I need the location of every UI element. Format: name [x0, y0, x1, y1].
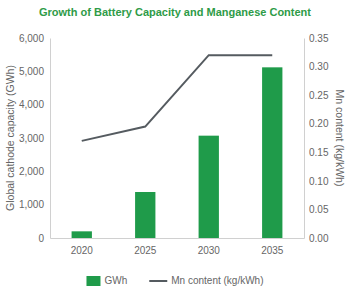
tick-label: 0.30: [309, 61, 329, 72]
tick: 5,000: [19, 66, 50, 77]
legend: GWh Mn content (kg/kWh): [86, 275, 263, 286]
tick-label: 2025: [134, 245, 157, 256]
tick: 0.30: [304, 61, 329, 72]
tick-label: 0.05: [309, 204, 329, 215]
title: Growth of Battery Capacity and Manganese…: [39, 6, 311, 18]
tick-label: 0.00: [309, 233, 329, 244]
tick-label: 5,000: [19, 66, 44, 77]
tick-label: 0.25: [309, 90, 329, 101]
tick: 3,000: [19, 133, 50, 144]
bar-series: [72, 67, 283, 238]
tick-label: 2020: [71, 245, 94, 256]
chart: Growth of Battery Capacity and Manganese…: [0, 0, 350, 300]
tick-label: 0.10: [309, 176, 329, 187]
line: [82, 55, 273, 141]
tick: 0.10: [304, 176, 329, 187]
tick: 0.20: [304, 118, 329, 129]
bar: [199, 136, 219, 238]
bar: [72, 231, 92, 238]
tick-label: 1,000: [19, 199, 44, 210]
tick-label: 2030: [198, 245, 221, 256]
axis-line: [50, 39, 51, 239]
y2-axis-title: Mn content (kg/kWh): [334, 90, 346, 187]
tick: 2020: [71, 238, 94, 256]
tick-label: 3,000: [19, 133, 44, 144]
legend-swatch: [86, 276, 100, 286]
legend-label: Mn content (kg/kWh): [171, 275, 263, 286]
tick: 2025: [134, 238, 157, 256]
tick: 0.05: [304, 204, 329, 215]
bar: [135, 192, 155, 238]
tick: 0.35: [304, 33, 329, 44]
tick-label: 0: [38, 233, 44, 244]
tick-label: 0.35: [309, 33, 329, 44]
legend-entry: GWh: [86, 275, 127, 286]
tick-label: 0.20: [309, 118, 329, 129]
tick-label: 2,000: [19, 166, 44, 177]
tick: 2,000: [19, 166, 50, 177]
tick: 0.25: [304, 90, 329, 101]
tick-label: 4,000: [19, 99, 44, 110]
tick: 1,000: [19, 199, 50, 210]
bar: [262, 67, 282, 238]
tick: 4,000: [19, 99, 50, 110]
tick: 0.15: [304, 147, 329, 158]
tick-label: 6,000: [19, 33, 44, 44]
tick: 2035: [261, 238, 284, 256]
x-axis: 2020 2025 2030 2035: [51, 238, 305, 256]
legend-label: GWh: [104, 275, 127, 286]
tick: 0: [38, 233, 50, 244]
tick: 6,000: [19, 33, 50, 44]
y2-axis: 0.00 0.05 0.10 0.15 0.20 0.25 0.30 0.35: [304, 33, 329, 244]
tick: 2030: [198, 238, 221, 256]
y-axis-title: Global cathode capacity (GWh): [4, 65, 16, 211]
tick: 0.00: [304, 233, 329, 244]
axis-line: [304, 39, 305, 239]
tick-label: 2035: [261, 245, 284, 256]
plot: 01,0002,0003,0004,0005,0006,0000.000.050…: [19, 33, 329, 256]
legend-entry: Mn content (kg/kWh): [149, 275, 263, 286]
legend-swatch: [149, 280, 167, 282]
marks: [72, 55, 283, 238]
tick-label: 0.15: [309, 147, 329, 158]
y-axis: 0 1,000 2,000 3,000 4,000 5,000 6,000: [19, 33, 51, 244]
axis-line: [51, 238, 305, 239]
